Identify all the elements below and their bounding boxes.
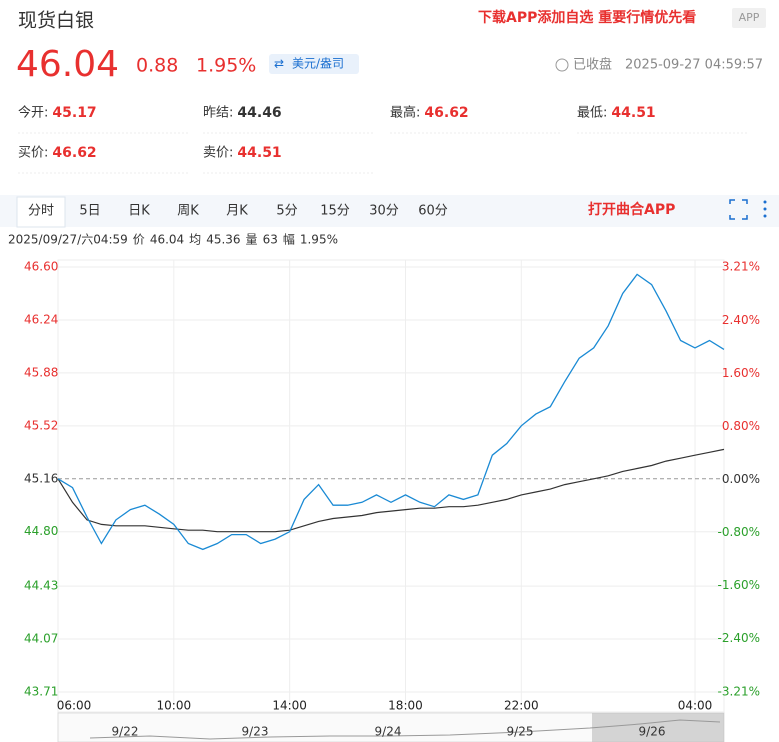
navigator-date: 9/24 — [375, 725, 402, 739]
info-price-label: 价 — [133, 233, 145, 247]
tab[interactable]: 5分 — [276, 204, 297, 219]
tab[interactable]: 分时 — [28, 204, 54, 219]
stat-value: 44.51 — [237, 145, 281, 161]
y2-tick-label: -2.40% — [718, 631, 760, 645]
time: 2025-09-27 04:59:57 — [625, 58, 763, 73]
info-line: 2025/09/27/六04:59 价 46.04 均 45.36 量 63 幅 1.95% — [8, 232, 338, 247]
y2-tick-label: -3.21% — [718, 685, 760, 699]
stat-label: 最低: — [577, 106, 607, 121]
tab[interactable]: 15分 — [320, 204, 350, 219]
tabs: 分时 5日 日K 周K 月K 5分 15分 30分 60分 — [28, 204, 448, 219]
tab[interactable]: 日K — [128, 204, 150, 219]
info-time: 2025/09/27/六04:59 — [8, 233, 128, 247]
y-tick-label: 45.88 — [24, 365, 58, 379]
stat-value: 45.17 — [52, 105, 96, 121]
navigator-sparkline — [89, 719, 721, 740]
stat-value: 46.62 — [424, 105, 468, 121]
chart: 06:00 10:00 14:00 18:00 22:00 04:00 43.71 44.07… — [24, 259, 760, 713]
app-tag-bg[interactable] — [732, 8, 766, 28]
more-icon[interactable] — [763, 200, 767, 218]
info-vol-label: 量 — [246, 233, 258, 247]
x-tick-label: 22:00 — [504, 699, 539, 713]
navigator-window[interactable] — [592, 713, 724, 742]
y-tick-label: 44.43 — [24, 579, 58, 593]
y2-tick-label: 3.21% — [722, 260, 760, 274]
tab[interactable]: 5日 — [79, 204, 100, 219]
tab[interactable]: 30分 — [369, 204, 399, 219]
stat-label: 今开: — [18, 105, 48, 121]
open-app[interactable]: 打开曲合APP — [588, 201, 675, 218]
stat-label: 卖价: — [203, 146, 233, 161]
stat-label: 买价: — [18, 146, 48, 161]
stat-label: 最高: — [390, 105, 420, 121]
swap-icon[interactable]: ⇄ — [274, 57, 284, 71]
y-tick-label: 46.24 — [24, 312, 58, 326]
y2-tick-label: 2.40% — [722, 313, 760, 327]
y-tick-label: 44.07 — [24, 632, 58, 646]
y-tick-label: 46.60 — [24, 260, 58, 274]
title: 现货白银 — [18, 10, 94, 32]
info-price: 46.04 — [150, 233, 184, 247]
y2-tick-label: 0.00% — [722, 472, 760, 486]
y-tick-label: 44.80 — [24, 524, 58, 538]
x-tick-label: 18:00 — [388, 699, 423, 713]
x-tick-label: 10:00 — [157, 699, 192, 713]
tab[interactable]: 月K — [226, 204, 248, 219]
stat-label: 昨结: — [203, 106, 233, 121]
y2-tick-label: -1.60% — [718, 578, 760, 592]
tab-active[interactable] — [16, 196, 66, 228]
price: 46.04 — [16, 44, 119, 85]
promo[interactable]: 下载APP添加自选 重要行情优先看 — [478, 9, 696, 26]
y-tick-label: 45.52 — [24, 418, 58, 432]
change: 0.88 — [136, 55, 178, 77]
tab[interactable]: 周K — [177, 204, 199, 219]
y2-tick-label: 1.60% — [722, 366, 760, 380]
status: 已收盘 — [573, 57, 612, 73]
price-line — [57, 273, 725, 551]
y-tick-label: 45.16 — [24, 471, 58, 485]
navigator-date: 9/26 — [639, 725, 666, 739]
x-tick-label: 14:00 — [272, 699, 307, 713]
fullscreen-icon[interactable] — [729, 199, 748, 220]
change-pct: 1.95% — [196, 55, 256, 77]
info-vol: 63 — [263, 233, 278, 247]
stat-value: 44.51 — [611, 105, 655, 121]
unit-button[interactable] — [269, 54, 359, 74]
unit[interactable]: 美元/盎司 — [292, 57, 344, 71]
info-pct: 1.95% — [300, 233, 338, 247]
tab[interactable]: 60分 — [418, 204, 448, 219]
tab-bar — [0, 195, 779, 227]
navigator-date: 9/22 — [112, 725, 139, 739]
plot-border — [57, 259, 725, 713]
info-avg: 45.36 — [206, 233, 240, 247]
x-tick-label: 06:00 — [57, 699, 92, 713]
navigator-date: 9/23 — [242, 725, 269, 739]
y2-tick-label: -0.80% — [718, 525, 760, 539]
y2-tick-label: 0.80% — [722, 419, 760, 433]
average-line — [57, 448, 725, 533]
clock-icon — [555, 58, 569, 72]
info-pct-label: 幅 — [283, 232, 295, 247]
x-tick-label: 04:00 — [678, 699, 713, 713]
stat-value: 46.62 — [52, 145, 96, 161]
app-tag[interactable]: APP — [739, 11, 760, 24]
info-avg-label: 均 — [189, 233, 201, 247]
stat-value: 44.46 — [237, 105, 281, 121]
navigator-date: 9/25 — [507, 725, 534, 739]
y-tick-label: 43.71 — [24, 685, 58, 699]
